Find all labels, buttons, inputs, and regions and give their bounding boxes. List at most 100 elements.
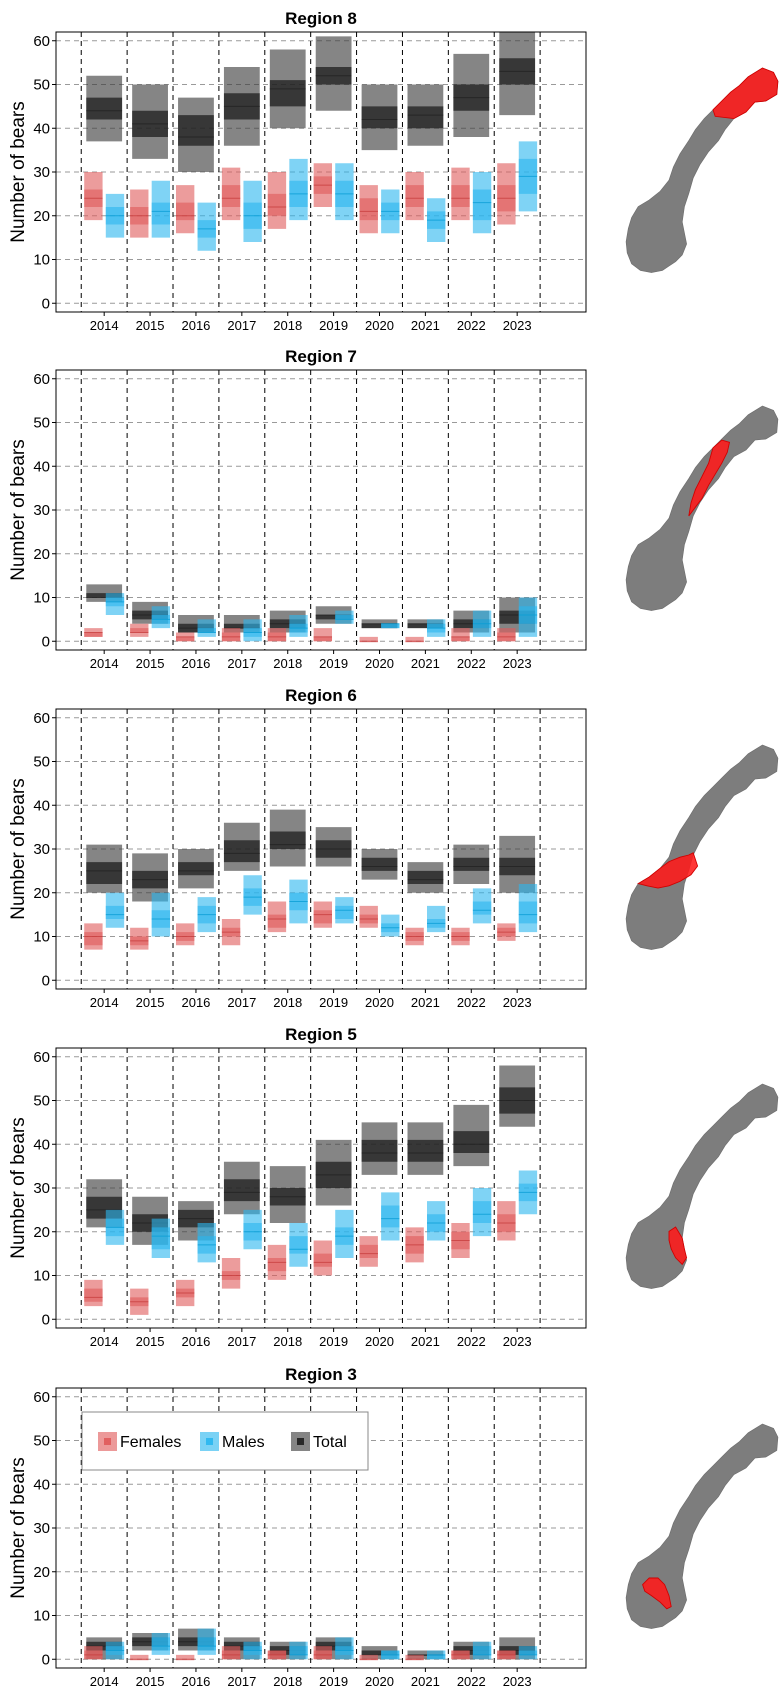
box-inner-interval xyxy=(178,862,214,876)
box-females-2014 xyxy=(84,628,103,637)
x-tick-label: 2016 xyxy=(181,1334,210,1349)
box-inner-interval xyxy=(472,1646,492,1655)
box-inner-interval xyxy=(84,632,103,637)
box-males-2018 xyxy=(289,615,308,637)
box-inner-interval xyxy=(407,623,444,629)
legend-entry-males: Males xyxy=(200,1432,265,1451)
box-males-2021 xyxy=(427,198,446,242)
y-tick-label: 10 xyxy=(33,929,50,946)
chart-panel-2: Region 7 Number of bears 0 10 20 30 40 50 60 2014… xyxy=(8,347,779,671)
box-total-2018 xyxy=(269,809,306,867)
plot-frame xyxy=(55,1387,587,1669)
box-outer-interval xyxy=(359,1654,378,1660)
box-inner-interval xyxy=(451,636,470,642)
box-inner-interval xyxy=(381,623,400,629)
x-tick-label: 2018 xyxy=(273,656,302,671)
x-tick-label: 2015 xyxy=(136,1674,165,1689)
legend-swatch-inner xyxy=(206,1438,213,1445)
x-tick-label: 2016 xyxy=(181,318,210,333)
plot-frame xyxy=(55,708,587,990)
box-total-2018 xyxy=(269,49,306,129)
box-females-2014 xyxy=(84,1279,103,1307)
x-tick-label: 2017 xyxy=(227,1334,256,1349)
legend-swatch-inner xyxy=(104,1438,111,1445)
box-males-2022 xyxy=(472,172,492,234)
box-males-2021 xyxy=(427,1201,446,1241)
chart-title: Region 8 xyxy=(285,9,357,28)
box-inner-interval xyxy=(335,615,354,620)
box-males-2023 xyxy=(518,1646,538,1660)
plot-frame xyxy=(55,1047,587,1329)
y-tick-label: 10 xyxy=(33,1608,50,1625)
box-males-2015 xyxy=(151,892,171,937)
box-outer-interval xyxy=(405,1654,424,1660)
x-tick-label: 2022 xyxy=(457,1674,486,1689)
box-females-2018 xyxy=(267,1244,287,1280)
box-females-2016 xyxy=(175,923,195,946)
box-inner-interval xyxy=(269,80,306,107)
box-males-2019 xyxy=(335,897,354,924)
box-females-2023 xyxy=(497,1650,516,1660)
box-males-2020 xyxy=(381,1192,400,1241)
x-tick-label: 2014 xyxy=(90,656,119,671)
box-inner-interval xyxy=(221,185,241,207)
x-tick-label: 2016 xyxy=(181,1674,210,1689)
box-inner-interval xyxy=(197,628,216,633)
y-tick-label: 50 xyxy=(33,754,50,771)
chart-panel-5: Region 3 Number of bears 0 10 20 30 40 50 60 2014… xyxy=(8,1365,779,1689)
box-males-2019 xyxy=(335,163,354,221)
box-total-2021 xyxy=(407,1122,444,1175)
x-tick-label: 2020 xyxy=(365,1334,394,1349)
box-total-2019 xyxy=(315,36,352,111)
x-tick-label: 2019 xyxy=(319,656,348,671)
chart-panel-1: Region 8 Number of bears 0 10 20 30 40 50 60 2014… xyxy=(8,9,779,333)
box-inner-interval xyxy=(289,1646,308,1655)
x-tick-label: 2022 xyxy=(457,656,486,671)
box-total-2021 xyxy=(407,84,444,146)
y-tick-label: 30 xyxy=(33,502,50,519)
y-tick-label: 60 xyxy=(33,1389,50,1406)
box-inner-interval xyxy=(472,901,492,915)
y-tick-label: 20 xyxy=(33,208,50,225)
legend-label: Females xyxy=(120,1434,181,1451)
box-outer-interval xyxy=(130,1654,149,1660)
box-males-2016 xyxy=(197,1628,216,1655)
y-tick-label: 30 xyxy=(33,164,50,181)
box-inner-interval xyxy=(427,1654,446,1660)
box-inner-interval xyxy=(269,831,306,849)
x-tick-label: 2021 xyxy=(411,1334,440,1349)
box-females-2023 xyxy=(497,163,516,225)
map-landmass xyxy=(625,405,779,611)
box-inner-interval xyxy=(359,198,378,221)
norway-map xyxy=(625,67,779,273)
box-inner-interval xyxy=(335,905,354,919)
map-highlight-region xyxy=(688,439,731,517)
y-tick-label: 50 xyxy=(33,1093,50,1110)
box-inner-interval xyxy=(151,1227,171,1250)
y-tick-label: 40 xyxy=(33,1476,50,1493)
box-outer-interval xyxy=(359,636,378,642)
x-tick-label: 2018 xyxy=(273,1334,302,1349)
box-inner-interval xyxy=(130,628,149,633)
x-tick-label: 2020 xyxy=(365,656,394,671)
y-tick-label: 0 xyxy=(42,972,50,989)
box-inner-interval xyxy=(359,1244,378,1258)
x-tick-label: 2019 xyxy=(319,1674,348,1689)
box-males-2023 xyxy=(518,597,538,637)
box-males-2017 xyxy=(243,619,262,642)
plot-frame xyxy=(55,369,587,651)
box-total-2022 xyxy=(453,1104,490,1167)
box-females-2023 xyxy=(497,923,516,941)
box-inner-interval xyxy=(223,840,260,863)
box-females-2015 xyxy=(130,189,149,238)
box-males-2018 xyxy=(289,879,308,924)
x-tick-label: 2015 xyxy=(136,656,165,671)
chart-title: Region 6 xyxy=(285,686,357,705)
box-females-2017 xyxy=(221,167,241,221)
box-total-2020 xyxy=(361,849,398,880)
box-males-2017 xyxy=(243,1641,262,1660)
legend: Females Males Total xyxy=(81,1411,369,1471)
box-females-2017 xyxy=(221,628,241,642)
box-inner-interval xyxy=(86,97,123,120)
